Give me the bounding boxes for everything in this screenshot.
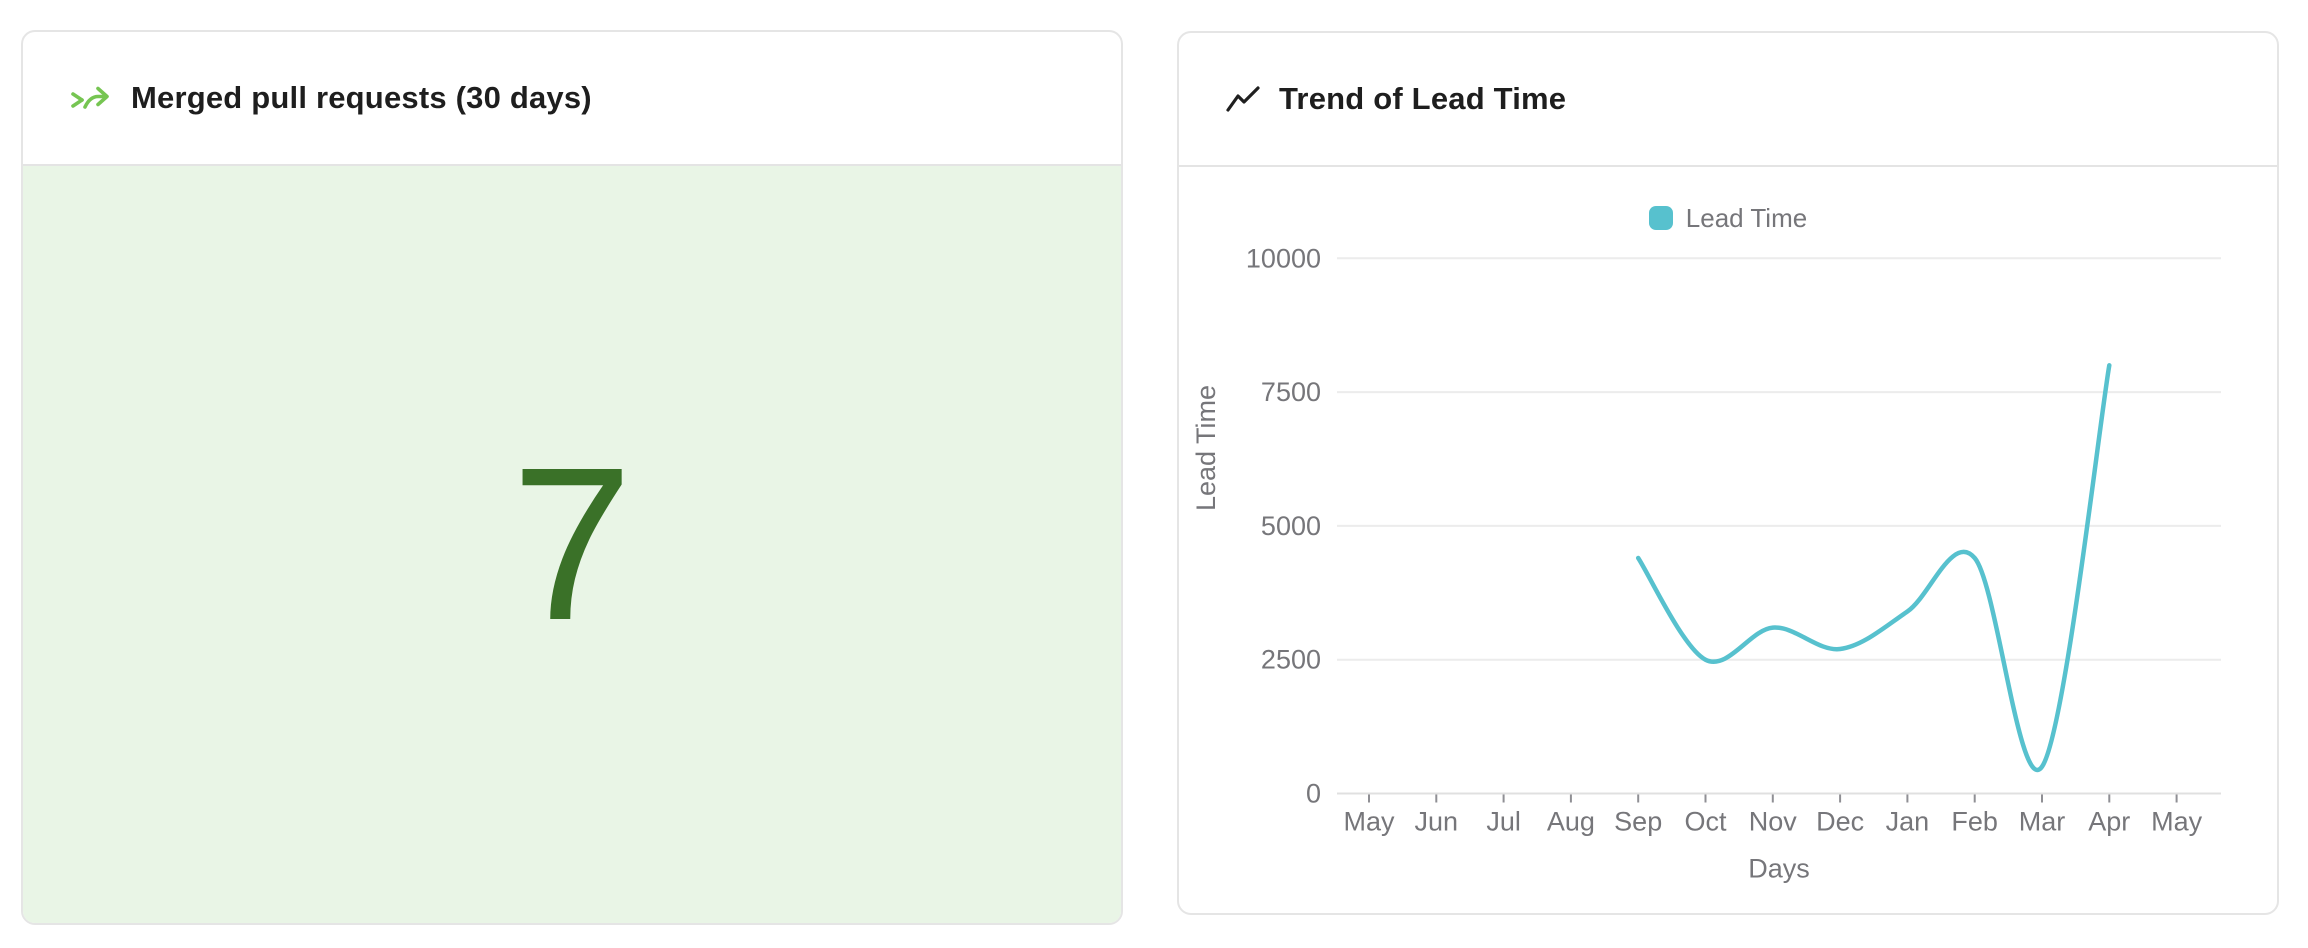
x-axis-tick-label: Jun (1415, 807, 1459, 837)
y-axis-name: Lead Time (1191, 385, 1221, 511)
legend-swatch (1648, 206, 1673, 230)
y-axis-tick-label: 7500 (1261, 377, 1321, 407)
x-axis-name: Days (1748, 854, 1810, 884)
x-axis-tick-label: Jul (1486, 807, 1521, 837)
lead-time-card-header: Trend of Lead Time (1179, 33, 2277, 167)
merged-pull-requests-card: Merged pull requests (30 days) 7 (21, 30, 1123, 925)
legend-label: Lead Time (1685, 202, 1808, 233)
lead-time-chart-svg: 0 2500 5000 7500 10000 May Jun Jul Aug Sep Oct Nov D… (1191, 243, 2221, 884)
merged-prs-card-header: Merged pull requests (30 days) (23, 32, 1121, 166)
x-axis-tick-label: Dec (1816, 807, 1864, 837)
lead-time-title: Trend of Lead Time (1279, 81, 1567, 116)
y-axis-tick-label: 2500 (1261, 645, 1321, 675)
x-axis-tick-label: Sep (1614, 807, 1662, 837)
merge-arrow-icon (69, 79, 113, 117)
x-axis-tick-label: Nov (1749, 807, 1798, 837)
trend-line-icon (1225, 83, 1261, 115)
y-axis-tick-label: 0 (1306, 779, 1321, 809)
x-axis-tick-label: May (2151, 807, 2203, 837)
y-axis-tick-label: 5000 (1261, 511, 1321, 541)
x-axis-tick-label: Oct (1684, 807, 1727, 837)
chart-legend: Lead Time (1179, 202, 2277, 234)
merged-prs-count: 7 (511, 422, 633, 666)
x-axis-tick-label: Aug (1547, 807, 1595, 837)
x-axis-tick-label: Apr (2088, 807, 2130, 837)
merged-prs-value-panel: 7 (23, 166, 1121, 923)
y-axis-tick-label: 10000 (1246, 243, 1321, 273)
x-axis-tick-label: Mar (2019, 807, 2066, 837)
legend-item-lead-time[interactable]: Lead Time (1648, 202, 1808, 234)
merged-prs-title: Merged pull requests (30 days) (131, 80, 592, 115)
lead-time-series-line (1635, 363, 2112, 773)
x-axis-tick-label: May (1343, 807, 1395, 837)
x-axis-tick-label: Feb (1951, 807, 1998, 837)
x-axis-tick-label: Jan (1886, 807, 1930, 837)
lead-time-trend-card: Trend of Lead Time Lead Time 0 2500 5000 75… (1177, 31, 2279, 915)
